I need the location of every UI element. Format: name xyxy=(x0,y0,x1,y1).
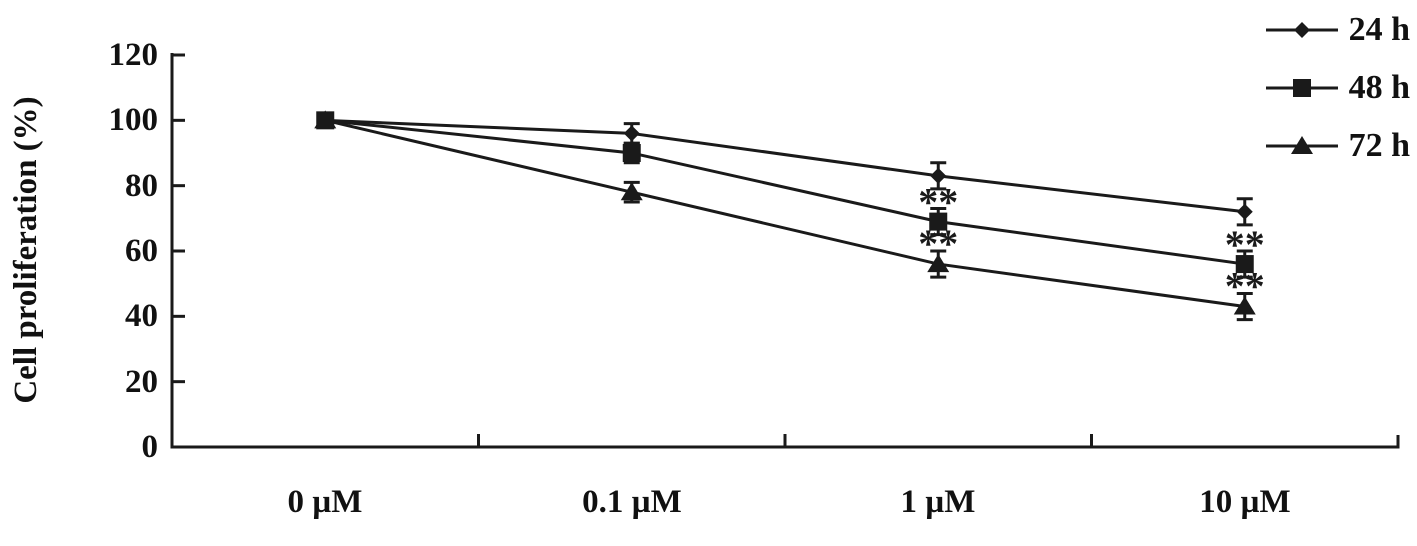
legend-square xyxy=(1292,79,1311,97)
legend-entry-48h: 48 h xyxy=(1264,68,1410,108)
series-line-48h xyxy=(325,118,1245,266)
marker-diamond-24h xyxy=(930,167,947,184)
y-axis-title: Cell proliferation (%) xyxy=(8,96,44,404)
legend-label-48h: 48 h xyxy=(1348,69,1410,106)
legend-entry-24h: 24 h xyxy=(1264,10,1410,50)
marker-square-48h xyxy=(622,144,641,162)
marker-triangle-72h xyxy=(927,254,950,273)
legend-label-72h: 72 h xyxy=(1348,127,1410,164)
legend-label-24h: 24 h xyxy=(1348,11,1410,48)
marker-square-48h xyxy=(929,212,948,231)
x-tick-label-0p1uM: 0.1 µM xyxy=(582,484,682,520)
marker-diamond-24h xyxy=(317,112,334,129)
axes xyxy=(170,53,1400,449)
marker-diamond-24h xyxy=(623,125,640,142)
y-tick-label-100: 100 xyxy=(108,102,159,138)
y-tick-label-120: 120 xyxy=(108,37,159,73)
y-tick-label-80: 80 xyxy=(125,168,158,204)
annotation-asterisks: ** xyxy=(918,180,958,225)
annotation-asterisks: ** xyxy=(918,221,958,266)
y-tick-label-0: 0 xyxy=(141,429,159,465)
annotation-asterisks: ** xyxy=(1225,222,1265,267)
x-tick-label-0uM: 0 µM xyxy=(287,484,363,520)
series-line-72h xyxy=(324,118,1245,309)
y-tick-label-40: 40 xyxy=(125,298,158,334)
y-tick-label-60: 60 xyxy=(125,233,158,269)
marker-square-48h xyxy=(1235,255,1254,274)
series-line-24h xyxy=(325,118,1245,214)
legend-entry-72h: 72 h xyxy=(1264,126,1410,166)
y-tick-label-20: 20 xyxy=(125,364,158,400)
x-tick-label-1uM: 1 µM xyxy=(900,484,976,520)
legend: 24 h 48 h 72 h xyxy=(1264,10,1410,184)
legend-triangle xyxy=(1290,136,1313,154)
legend-diamond xyxy=(1293,22,1310,38)
legend-marker-72h-triangle-icon xyxy=(1265,136,1338,154)
annotation-asterisks: ** xyxy=(1225,264,1265,309)
marker-diamond-24h xyxy=(1236,203,1253,220)
marker-triangle-72h xyxy=(1233,296,1256,315)
x-tick-label-10uM: 10 µM xyxy=(1199,484,1291,520)
legend-marker-24h-diamond-icon xyxy=(1265,22,1338,38)
marker-triangle-72h xyxy=(620,182,643,201)
legend-marker-48h-square-icon xyxy=(1265,79,1338,97)
